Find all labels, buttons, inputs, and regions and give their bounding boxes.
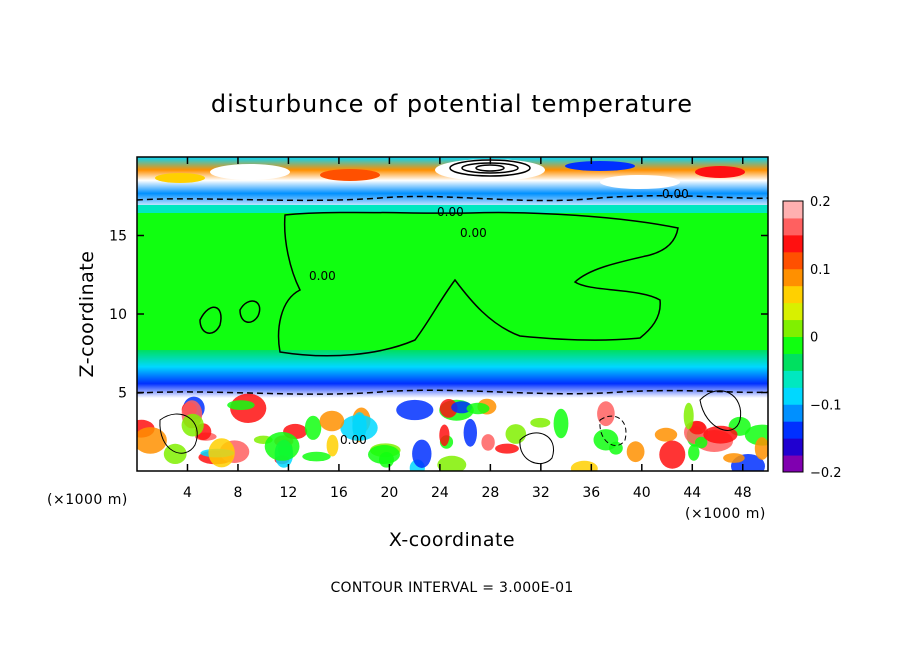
colorbar-swatch xyxy=(783,268,803,287)
x-tick-label: 36 xyxy=(582,485,600,501)
x-axis-title: X-coordinate xyxy=(389,529,515,551)
colorbar-swatch xyxy=(783,201,803,219)
x-tick-label: 28 xyxy=(481,485,499,501)
colorbar-swatch xyxy=(783,234,803,253)
boundary-layer-patches xyxy=(137,393,768,471)
y-axis-unit: (×1000 m) xyxy=(47,492,128,508)
colorbar-swatch xyxy=(783,251,803,270)
colorbar-swatch xyxy=(783,336,803,354)
x-axis-unit: (×1000 m) xyxy=(685,506,766,522)
tropopause-band xyxy=(137,205,768,213)
colorbar-swatch xyxy=(783,217,803,236)
colorbar-swatch xyxy=(783,319,803,337)
y-axis-title: Z-coordinate xyxy=(76,251,98,378)
x-tick-label: 4 xyxy=(183,485,192,501)
upper-layer-patches xyxy=(155,159,745,189)
y-tick-label: 5 xyxy=(118,386,127,402)
colorbar-tick-label: −0.2 xyxy=(810,466,842,481)
x-tick-label: 16 xyxy=(330,485,348,501)
colorbar-swatch xyxy=(783,404,803,422)
x-tick-label: 8 xyxy=(233,485,242,501)
y-tick-label: 15 xyxy=(109,229,127,245)
x-axis: 4 8 12 16 20 24 28 32 36 40 44 48 xyxy=(183,157,752,501)
chart-title: disturbunce of potential temperature xyxy=(211,90,693,118)
colorbar-tick-label: 0.1 xyxy=(810,263,831,278)
x-tick-label: 44 xyxy=(683,485,701,501)
contour-value-labels: 0.00 0.00 0.00 0.00 0.00 xyxy=(309,187,689,447)
colorbar-tick-label: 0.2 xyxy=(810,195,831,210)
contour-lines xyxy=(137,159,768,464)
contour-label: 0.00 xyxy=(340,433,367,447)
colorbar-swatch xyxy=(783,285,803,304)
colorbar-frame xyxy=(782,200,804,473)
contour-label: 0.00 xyxy=(437,205,464,219)
x-tick-label: 40 xyxy=(633,485,651,501)
colorbar: 0.2 0.1 0 −0.1 −0.2 xyxy=(782,195,842,481)
x-tick-label: 32 xyxy=(532,485,550,501)
colorbar-swatch xyxy=(783,455,803,473)
x-tick-label: 24 xyxy=(431,485,449,501)
colorbar-swatch xyxy=(783,387,803,405)
contour-label: 0.00 xyxy=(460,226,487,240)
colorbar-swatch xyxy=(783,438,803,456)
x-tick-label: 20 xyxy=(380,485,398,501)
colorbar-swatch xyxy=(783,353,803,371)
colorbar-swatch xyxy=(783,302,803,321)
colorbar-swatch xyxy=(783,421,803,439)
contour-label: 0.00 xyxy=(662,187,689,201)
colorbar-swatch xyxy=(783,370,803,388)
contour-interval-note: CONTOUR INTERVAL = 3.000E-01 xyxy=(330,580,573,596)
heatmap-field: 0.00 0.00 0.00 0.00 0.00 xyxy=(137,157,768,471)
x-tick-label: 12 xyxy=(280,485,298,501)
y-tick-label: 10 xyxy=(109,307,127,323)
colorbar-tick-label: 0 xyxy=(810,331,818,346)
colorbar-tick-label: −0.1 xyxy=(810,398,842,413)
x-tick-label: 48 xyxy=(734,485,752,501)
y-axis: 5 10 15 xyxy=(109,229,768,402)
contour-label: 0.00 xyxy=(309,269,336,283)
